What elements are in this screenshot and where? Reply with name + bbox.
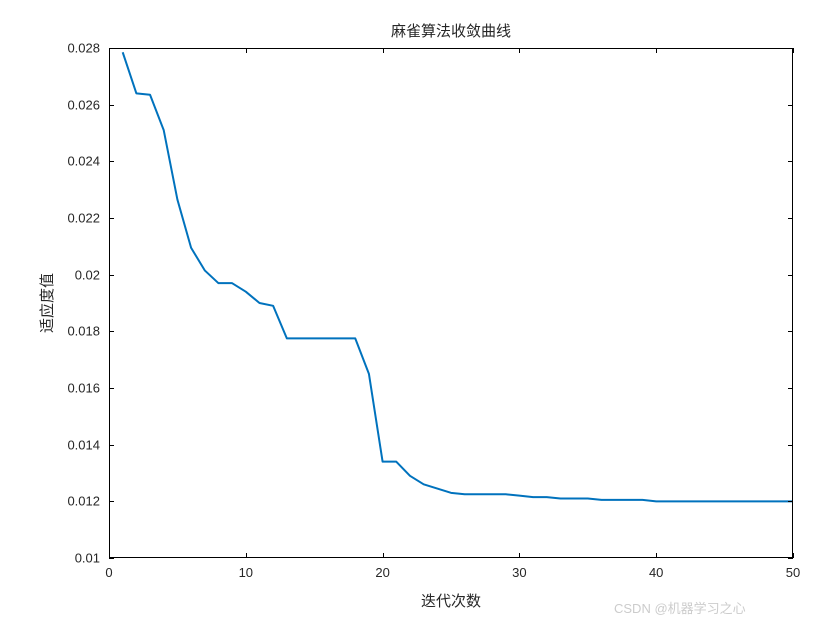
- x-axis-title: 迭代次数: [421, 590, 481, 611]
- chart-title: 麻雀算法收敛曲线: [391, 20, 511, 41]
- x-tick: [519, 553, 520, 558]
- series-line-layer: [109, 48, 793, 558]
- y-tick: [109, 388, 114, 389]
- y-tick: [109, 161, 114, 162]
- x-tick: [793, 48, 794, 53]
- y-tick-label: 0.01: [75, 551, 100, 566]
- x-tick: [656, 48, 657, 53]
- x-tick: [246, 553, 247, 558]
- y-tick: [788, 161, 793, 162]
- x-tick: [519, 48, 520, 53]
- x-tick: [793, 553, 794, 558]
- y-tick-label: 0.022: [67, 211, 100, 226]
- x-tick-label: 30: [512, 565, 526, 580]
- figure: 麻雀算法收敛曲线 0 10 20 30 40 50 0.01 0.012 0.014 0.016…: [0, 0, 840, 630]
- y-tick: [788, 48, 793, 49]
- y-tick: [788, 558, 793, 559]
- x-tick-label: 0: [105, 565, 112, 580]
- y-tick: [788, 105, 793, 106]
- y-tick: [788, 275, 793, 276]
- x-tick-label: 50: [786, 565, 800, 580]
- y-tick-label: 0.014: [67, 437, 100, 452]
- y-tick: [788, 388, 793, 389]
- x-tick: [383, 48, 384, 53]
- y-tick: [109, 501, 114, 502]
- x-tick: [246, 48, 247, 53]
- series-line: [123, 52, 793, 501]
- y-tick: [788, 445, 793, 446]
- y-tick: [109, 445, 114, 446]
- y-tick: [788, 331, 793, 332]
- y-tick-label: 0.024: [67, 154, 100, 169]
- y-tick-label: 0.012: [67, 494, 100, 509]
- y-tick: [788, 501, 793, 502]
- y-tick-label: 0.018: [67, 324, 100, 339]
- x-tick-label: 20: [375, 565, 389, 580]
- watermark-text: CSDN @机器学习之心: [614, 598, 746, 617]
- y-tick: [109, 331, 114, 332]
- y-tick: [109, 558, 114, 559]
- y-tick-label: 0.02: [75, 267, 100, 282]
- plot-area: [109, 48, 793, 558]
- y-tick: [109, 275, 114, 276]
- x-tick: [383, 553, 384, 558]
- y-axis-title: 适应度值: [36, 273, 57, 333]
- x-tick-label: 10: [239, 565, 253, 580]
- y-tick-label: 0.026: [67, 97, 100, 112]
- x-tick: [656, 553, 657, 558]
- y-tick: [109, 105, 114, 106]
- y-tick: [109, 48, 114, 49]
- y-tick: [109, 218, 114, 219]
- y-tick: [788, 218, 793, 219]
- x-tick-label: 40: [649, 565, 663, 580]
- y-tick-label: 0.028: [67, 41, 100, 56]
- y-tick-label: 0.016: [67, 381, 100, 396]
